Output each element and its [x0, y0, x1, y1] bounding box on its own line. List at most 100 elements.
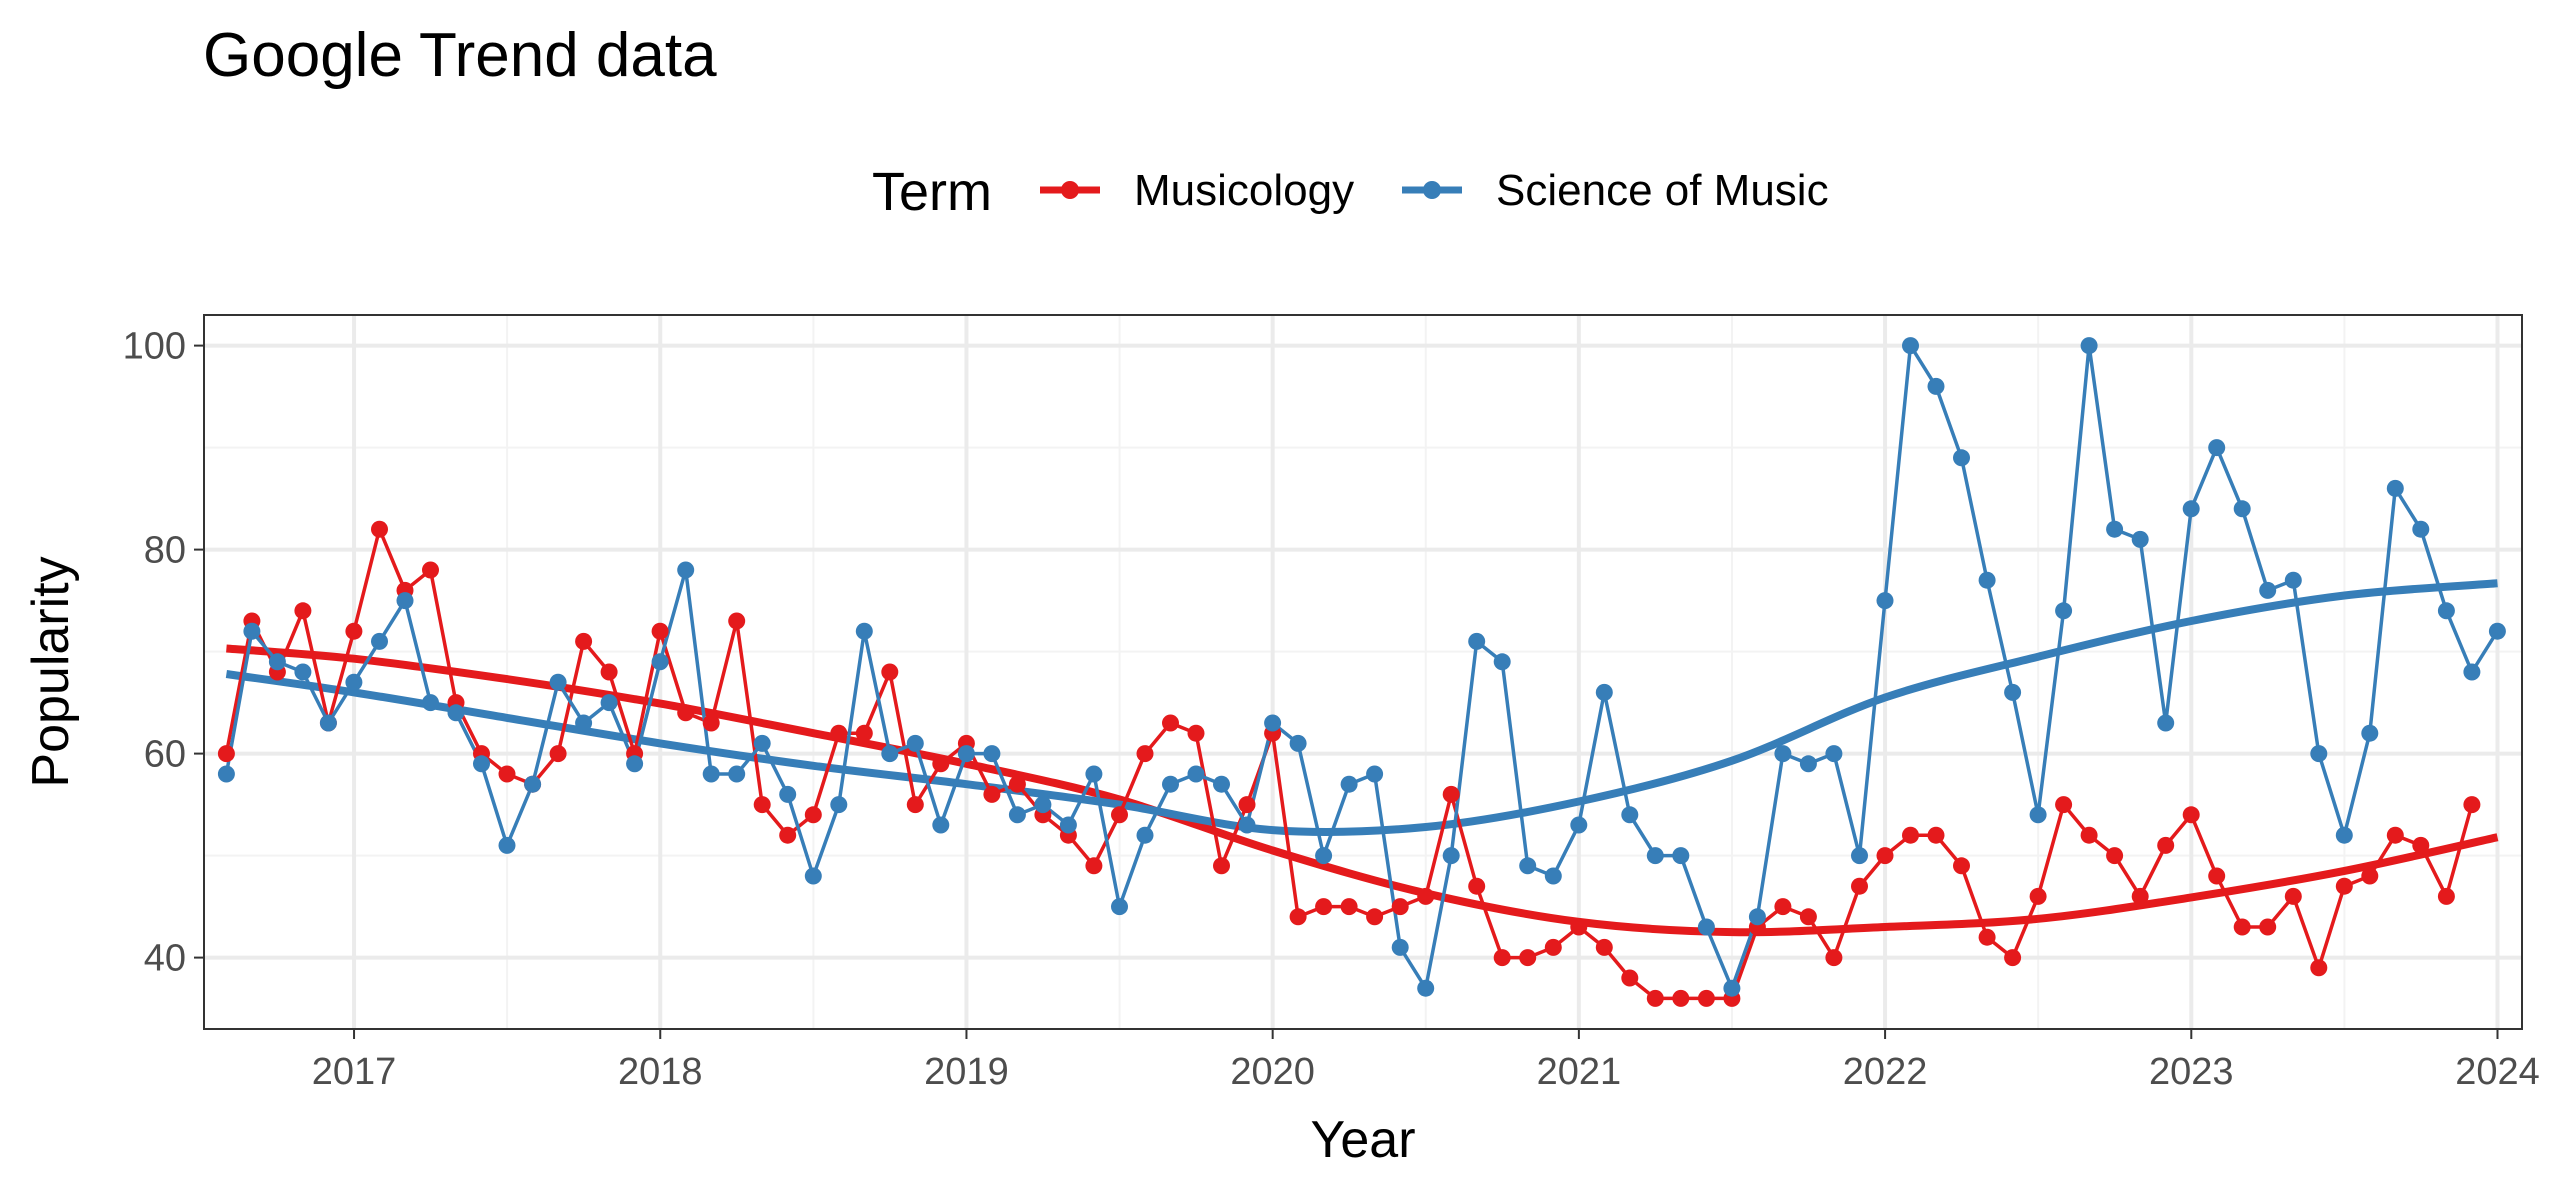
science-of-music-data-point [2029, 806, 2047, 824]
musicology-data-point [1340, 898, 1358, 916]
science-of-music-data-point [1953, 449, 1970, 467]
y-tick-label: 80 [144, 530, 186, 572]
legend-label-science-of-music: Science of Music [1496, 166, 1829, 215]
science-of-music-data-point [2412, 520, 2430, 538]
musicology-data-point [1978, 928, 1996, 946]
science-of-music-data-point [268, 653, 286, 671]
science-of-music-data-point [217, 765, 235, 783]
science-of-music-data-point [1774, 745, 1792, 763]
musicology-data-point [2080, 826, 2098, 844]
musicology-data-point [2233, 918, 2251, 936]
science-of-music-data-point [1187, 765, 1205, 783]
legend-title: Term [872, 162, 992, 222]
science-of-music-data-point [447, 704, 465, 722]
series-points [217, 337, 2506, 1007]
science-of-music-data-point [1748, 908, 1766, 926]
science-of-music-data-point [1595, 683, 1613, 701]
musicology-data-point [804, 806, 822, 824]
science-of-music-data-point [1927, 377, 1945, 395]
x-tick-label: 2019 [924, 1051, 1009, 1093]
science-of-music-data-point [626, 755, 644, 773]
legend-items: Musicology Science of Music [1040, 166, 1829, 215]
science-of-music-data-point [319, 714, 337, 732]
legend-key-point-musicology [1061, 181, 1079, 199]
musicology-data-point [1953, 857, 1970, 875]
science-of-music-data-point [1034, 796, 1052, 814]
musicology-data-point [2361, 867, 2379, 885]
musicology-data-point [983, 785, 1001, 803]
musicology-data-point [1595, 938, 1613, 956]
musicology-data-point [2335, 877, 2353, 895]
musicology-data-point [575, 632, 593, 650]
musicology-data-point [2412, 836, 2430, 854]
science-of-music-data-point [2284, 571, 2302, 589]
musicology-data-point [1366, 908, 1384, 926]
science-of-music-data-point [1544, 867, 1562, 885]
musicology-data-point [855, 724, 873, 742]
science-of-music-data-point [1493, 653, 1511, 671]
science-of-music-data-point [1519, 857, 1537, 875]
musicology-data-point [2182, 806, 2200, 824]
musicology-data-point [1008, 775, 1026, 793]
science-of-music-data-point [498, 836, 516, 854]
science-of-music-data-point [1417, 979, 1435, 997]
x-tick-label: 2021 [1537, 1051, 1622, 1093]
musicology-data-point [1876, 847, 1894, 865]
musicology-data-point [702, 714, 720, 732]
musicology-data-point [1213, 857, 1230, 875]
science-of-music-data-point [957, 745, 975, 763]
musicology-data-point [1851, 877, 1868, 895]
musicology-data-point [2386, 826, 2404, 844]
science-of-music-data-point [1366, 765, 1384, 783]
science-of-music-data-point [1085, 765, 1103, 783]
musicology-data-point [2157, 836, 2175, 854]
science-of-music-data-point [2386, 479, 2404, 497]
musicology-data-point [1289, 908, 1307, 926]
science-of-music-data-point [2055, 602, 2073, 620]
musicology-data-point [1391, 898, 1409, 916]
science-of-music-data-point [1723, 979, 1741, 997]
musicology-data-point [217, 745, 235, 763]
musicology-data-point [2208, 867, 2226, 885]
science-of-music-data-point [804, 867, 822, 885]
musicology-data-point [1468, 877, 1486, 895]
y-tick-label: 40 [144, 938, 186, 980]
musicology-data-point [1519, 949, 1537, 967]
x-tick-label: 2020 [1230, 1051, 1315, 1093]
chart-title: Google Trend data [203, 21, 717, 90]
legend: Term Musicology Science of Music [872, 162, 1829, 222]
science-of-music-data-point [881, 745, 899, 763]
science-of-music-data-point [2208, 439, 2226, 457]
musicology-data-point [294, 602, 312, 620]
science-of-music-data-point [728, 765, 746, 783]
x-tick-label: 2022 [1843, 1051, 1928, 1093]
y-axis-title: Popularity [22, 556, 80, 787]
musicology-data-point [549, 745, 567, 763]
musicology-data-point [1799, 908, 1817, 926]
panel-border [203, 314, 2523, 1030]
musicology-data-point [1187, 724, 1205, 742]
musicology-data-point [1111, 806, 1128, 824]
science-of-music-data-point [1136, 826, 1154, 844]
musicology-data-point [2259, 918, 2277, 936]
science-of-music-data-point [677, 561, 695, 579]
science-of-music-data-point [2004, 683, 2022, 701]
science-of-music-data-point [1238, 816, 1256, 834]
musicology-data-point [1442, 785, 1460, 803]
musicology-data-point [1162, 714, 1179, 732]
musicology-data-point [1570, 918, 1588, 936]
x-tick-label: 2023 [2149, 1051, 2234, 1093]
musicology-data-point [2284, 887, 2302, 905]
science-of-music-data-point [1340, 775, 1358, 793]
x-axis-title: Year [1310, 1111, 1415, 1169]
science-of-music-data-point [1902, 337, 1919, 355]
musicology-data-point [1646, 989, 1664, 1007]
x-axis: 2017 2018 2019 2020 2021 2022 2023 2024 [312, 1029, 2540, 1093]
science-of-music-data-point [1111, 898, 1128, 916]
science-of-music-data-point [2131, 530, 2149, 548]
science-of-music-data-point [1978, 571, 1996, 589]
science-of-music-data-point [345, 673, 363, 691]
musicology-data-point [371, 520, 388, 538]
musicology-data-point [881, 663, 899, 681]
